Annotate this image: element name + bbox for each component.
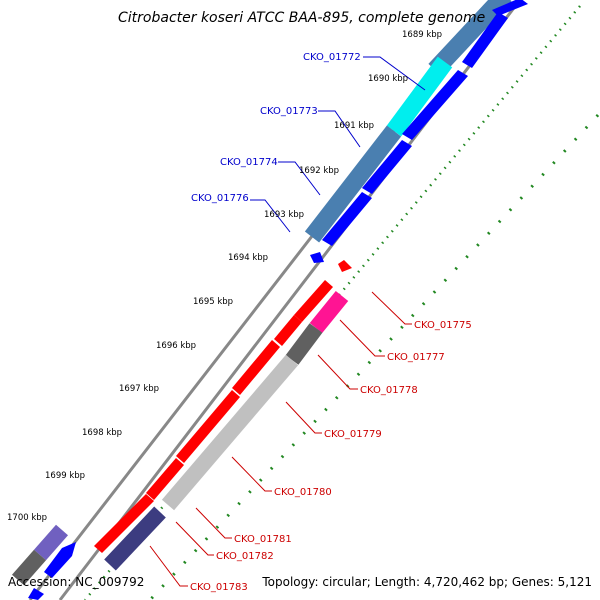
cyan-block xyxy=(386,56,453,137)
forward-cds-1 xyxy=(492,0,528,16)
tick-label: 1691 kbp xyxy=(334,121,374,131)
leader-cko-01774 xyxy=(278,161,321,196)
forward-cds-bottom-2 xyxy=(28,588,44,600)
genome-title: Citrobacter koseri ATCC BAA-895, complet… xyxy=(118,10,485,26)
reverse-cds-5 xyxy=(146,458,184,500)
leader-cko-01779 xyxy=(285,401,322,434)
reverse-cds-6 xyxy=(94,494,154,553)
leader-cko-01783 xyxy=(149,545,188,587)
leader-cko-01782 xyxy=(175,521,214,556)
forward-cds-5 xyxy=(322,192,372,246)
reverse-cds-2 xyxy=(274,315,302,346)
forward-cds-2 xyxy=(462,12,508,68)
gene-label-reverse[interactable]: CKO_01780 xyxy=(274,487,332,498)
gene-label-reverse[interactable]: CKO_01777 xyxy=(387,352,445,363)
gene-label-forward[interactable]: CKO_01776 xyxy=(191,193,249,204)
gene-label-reverse[interactable]: CKO_01775 xyxy=(414,320,472,331)
forward-cds-bottom-1 xyxy=(44,542,76,578)
topology-label: Topology: circular; Length: 4,720,462 bp… xyxy=(261,575,592,589)
tick-label: 1699 kbp xyxy=(45,471,85,481)
reverse-cds-4 xyxy=(176,390,240,463)
tick-label: 1696 kbp xyxy=(156,341,196,351)
tick-label: 1697 kbp xyxy=(119,384,159,394)
leader-cko-01777 xyxy=(339,319,385,357)
gene-label-forward[interactable]: CKO_01772 xyxy=(303,52,361,63)
tick-label: 1689 kbp xyxy=(402,30,442,40)
gene-label-reverse[interactable]: CKO_01783 xyxy=(190,582,248,593)
forward-cds-4 xyxy=(362,140,412,194)
dark-grey-block xyxy=(11,549,47,586)
gene-label-reverse[interactable]: CKO_01778 xyxy=(360,385,418,396)
gene-label-forward[interactable]: CKO_01773 xyxy=(260,106,318,117)
tick-label: 1698 kbp xyxy=(82,428,122,438)
leader-cko-01773 xyxy=(318,110,361,148)
steelblue-block-mid xyxy=(304,125,402,243)
gene-label-reverse[interactable]: CKO_01781 xyxy=(234,534,292,545)
leader-cko-01781 xyxy=(195,507,232,539)
leader-cko-01772 xyxy=(363,56,426,91)
steelblue-block-upper xyxy=(428,0,512,77)
tick-label: 1692 kbp xyxy=(299,166,339,176)
tick-label: 1694 kbp xyxy=(228,253,268,263)
magenta-block xyxy=(309,290,349,334)
light-grey-block xyxy=(161,354,299,511)
leader-cko-01775 xyxy=(371,291,412,325)
tick-guide-outer xyxy=(84,5,581,600)
forward-cds-3 xyxy=(402,70,468,140)
tick-label: 1695 kbp xyxy=(193,297,233,307)
leader-cko-01776 xyxy=(250,199,291,233)
accession-label: Accession: NC_009792 xyxy=(8,575,144,589)
gene-label-reverse[interactable]: CKO_01782 xyxy=(216,551,274,562)
navy-block xyxy=(104,506,166,571)
tick-label: 1700 kbp xyxy=(7,513,47,523)
tick-label: 1693 kbp xyxy=(264,210,304,220)
tick-label: 1690 kbp xyxy=(368,74,408,84)
reverse-cds-small xyxy=(338,260,352,272)
leader-cko-01778 xyxy=(317,354,358,390)
forward-cds-small xyxy=(310,252,324,263)
gene-label-reverse[interactable]: CKO_01779 xyxy=(324,429,382,440)
reverse-cds-1 xyxy=(294,280,333,322)
gene-label-forward[interactable]: CKO_01774 xyxy=(220,157,278,168)
grey-block xyxy=(285,323,323,365)
purple-block xyxy=(33,524,69,561)
reverse-cds-3 xyxy=(232,340,280,395)
leader-cko-01780 xyxy=(231,456,272,492)
